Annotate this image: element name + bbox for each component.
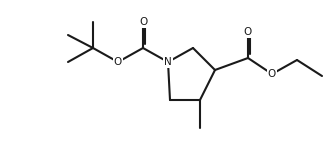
Text: N: N [164, 57, 172, 67]
Text: O: O [244, 27, 252, 37]
Text: O: O [139, 17, 147, 27]
Text: O: O [268, 69, 276, 79]
Text: O: O [114, 57, 122, 67]
